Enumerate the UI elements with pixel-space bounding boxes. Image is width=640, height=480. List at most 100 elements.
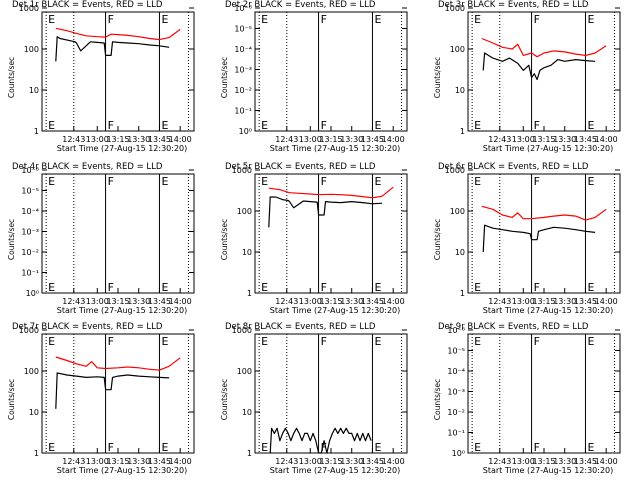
y-tick-label: 10	[29, 408, 39, 417]
event-marker-label: E	[161, 13, 168, 26]
y-axis-label: Counts/sec	[220, 57, 229, 98]
y-tick-label: 1000	[232, 166, 252, 175]
event-marker-label: E	[474, 119, 481, 132]
event-marker-label: F	[321, 175, 327, 188]
panel-title: Det 1r BLACK = Events, RED = LLD	[12, 0, 163, 10]
y-tick-label: 10⁻¹	[234, 107, 252, 116]
x-tick-label: 13:00	[299, 297, 322, 306]
event-marker-label: F	[108, 175, 114, 188]
event-marker-label: E	[261, 441, 268, 454]
event-marker-label: F	[321, 281, 327, 294]
x-tick-label: 13:30	[340, 297, 363, 306]
y-axis-label: Counts/sec	[220, 219, 229, 260]
x-tick-label: 13:15	[532, 297, 555, 306]
event-marker-label: E	[374, 335, 381, 348]
event-marker-label: F	[534, 175, 540, 188]
panel-2: Det 2r BLACK = Events, RED = LLD 10⁰ 10⁻¹ 1…	[220, 0, 408, 153]
x-tick-label: 14:00	[169, 135, 192, 144]
event-marker-label: F	[108, 13, 114, 26]
series-line-events	[55, 36, 170, 62]
x-tick-label: 13:45	[361, 135, 384, 144]
y-tick-label: 10⁻³	[447, 388, 465, 397]
y-axis-label: Counts/sec	[7, 379, 16, 420]
event-marker-label: E	[587, 281, 594, 294]
event-marker-label: E	[48, 441, 55, 454]
x-tick-label: 14:00	[169, 297, 192, 306]
y-tick-label: 10⁻⁶	[234, 4, 252, 13]
x-tick-label: 12:43	[488, 457, 511, 466]
y-tick-label: 1	[247, 289, 252, 298]
y-axis-label: Counts/sec	[220, 379, 229, 420]
x-tick-label: 12:43	[62, 457, 85, 466]
y-tick-label: 1	[460, 127, 465, 136]
event-marker-label: E	[48, 13, 55, 26]
panel-title: Det 3r BLACK = Events, RED = LLD	[438, 0, 589, 10]
y-tick-label: 10⁻¹	[447, 429, 465, 438]
event-marker-label: E	[374, 441, 381, 454]
x-tick-label: 13:45	[574, 457, 597, 466]
y-tick-label: 100	[450, 207, 465, 216]
event-marker-label: E	[161, 281, 168, 294]
y-tick-label: 10⁰	[239, 127, 252, 136]
x-tick-label: 13:15	[106, 457, 129, 466]
event-marker-label: E	[374, 175, 381, 188]
x-tick-label: 13:30	[127, 297, 150, 306]
x-tick-label: 13:45	[361, 297, 384, 306]
event-marker-label: F	[108, 281, 114, 294]
y-tick-label: 10⁻²	[21, 248, 39, 257]
y-tick-label: 1	[34, 127, 39, 136]
event-marker-label: F	[321, 13, 327, 26]
event-marker-label: E	[161, 441, 168, 454]
series-line-events	[482, 52, 596, 81]
event-marker-label: F	[534, 281, 540, 294]
panel-title: Det 6r BLACK = Events, RED = LLD	[438, 162, 589, 172]
y-tick-label: 10	[455, 248, 465, 257]
event-marker-label: F	[321, 335, 327, 348]
x-axis-label: Start Time (27-Aug-15 12:30:20)	[270, 306, 401, 315]
plot-frame	[254, 11, 408, 132]
x-tick-label: 13:30	[340, 135, 363, 144]
event-marker-label: E	[48, 175, 55, 188]
y-tick-label: 10⁰	[452, 449, 465, 458]
x-tick-label: 13:15	[106, 135, 129, 144]
series-line-lld	[55, 356, 181, 371]
panel-title: Det 8r BLACK = Events, RED = LLD	[225, 322, 376, 332]
x-axis-label: Start Time (27-Aug-15 12:30:20)	[483, 144, 614, 153]
x-tick-label: 13:15	[319, 135, 342, 144]
y-tick-label: 1000	[232, 326, 252, 335]
x-tick-label: 14:00	[382, 135, 405, 144]
x-tick-label: 13:00	[86, 297, 109, 306]
y-axis-label: Counts/sec	[7, 57, 16, 98]
y-axis-label: Counts/sec	[433, 379, 442, 420]
plot-frame	[41, 173, 195, 294]
x-tick-label: 12:43	[62, 297, 85, 306]
event-marker-label: E	[48, 119, 55, 132]
series-line-lld	[481, 37, 607, 58]
panel-9: Det 9r BLACK = Events, RED = LLD 10⁰ 10⁻¹ 1…	[433, 322, 621, 475]
panel-7: Det 7r BLACK = Events, RED = LLD 1 10 100 10…	[7, 322, 195, 475]
x-axis-label: Start Time (27-Aug-15 12:30:20)	[270, 144, 401, 153]
event-marker-label: E	[261, 281, 268, 294]
series-line-events	[55, 372, 170, 409]
event-marker-label: E	[587, 119, 594, 132]
event-marker-label: F	[108, 335, 114, 348]
x-tick-label: 14:00	[382, 457, 405, 466]
event-marker-label: E	[161, 175, 168, 188]
y-tick-label: 10⁻⁴	[234, 45, 252, 54]
x-tick-label: 13:00	[512, 457, 535, 466]
x-tick-label: 13:15	[319, 297, 342, 306]
series-line-events	[482, 224, 596, 253]
y-tick-label: 10⁻⁵	[234, 25, 252, 34]
event-marker-label: E	[587, 441, 594, 454]
event-marker-label: E	[261, 119, 268, 132]
y-tick-label: 10⁻⁵	[447, 347, 465, 356]
x-tick-label: 13:15	[532, 457, 555, 466]
event-marker-label: E	[474, 441, 481, 454]
series-line-lld	[481, 205, 607, 221]
event-marker-label: E	[474, 335, 481, 348]
panel-3: Det 3r BLACK = Events, RED = LLD 1 10 100 10…	[433, 0, 621, 153]
y-tick-label: 1	[247, 449, 252, 458]
y-tick-label: 1	[34, 449, 39, 458]
event-marker-label: E	[474, 13, 481, 26]
x-tick-label: 13:15	[532, 135, 555, 144]
